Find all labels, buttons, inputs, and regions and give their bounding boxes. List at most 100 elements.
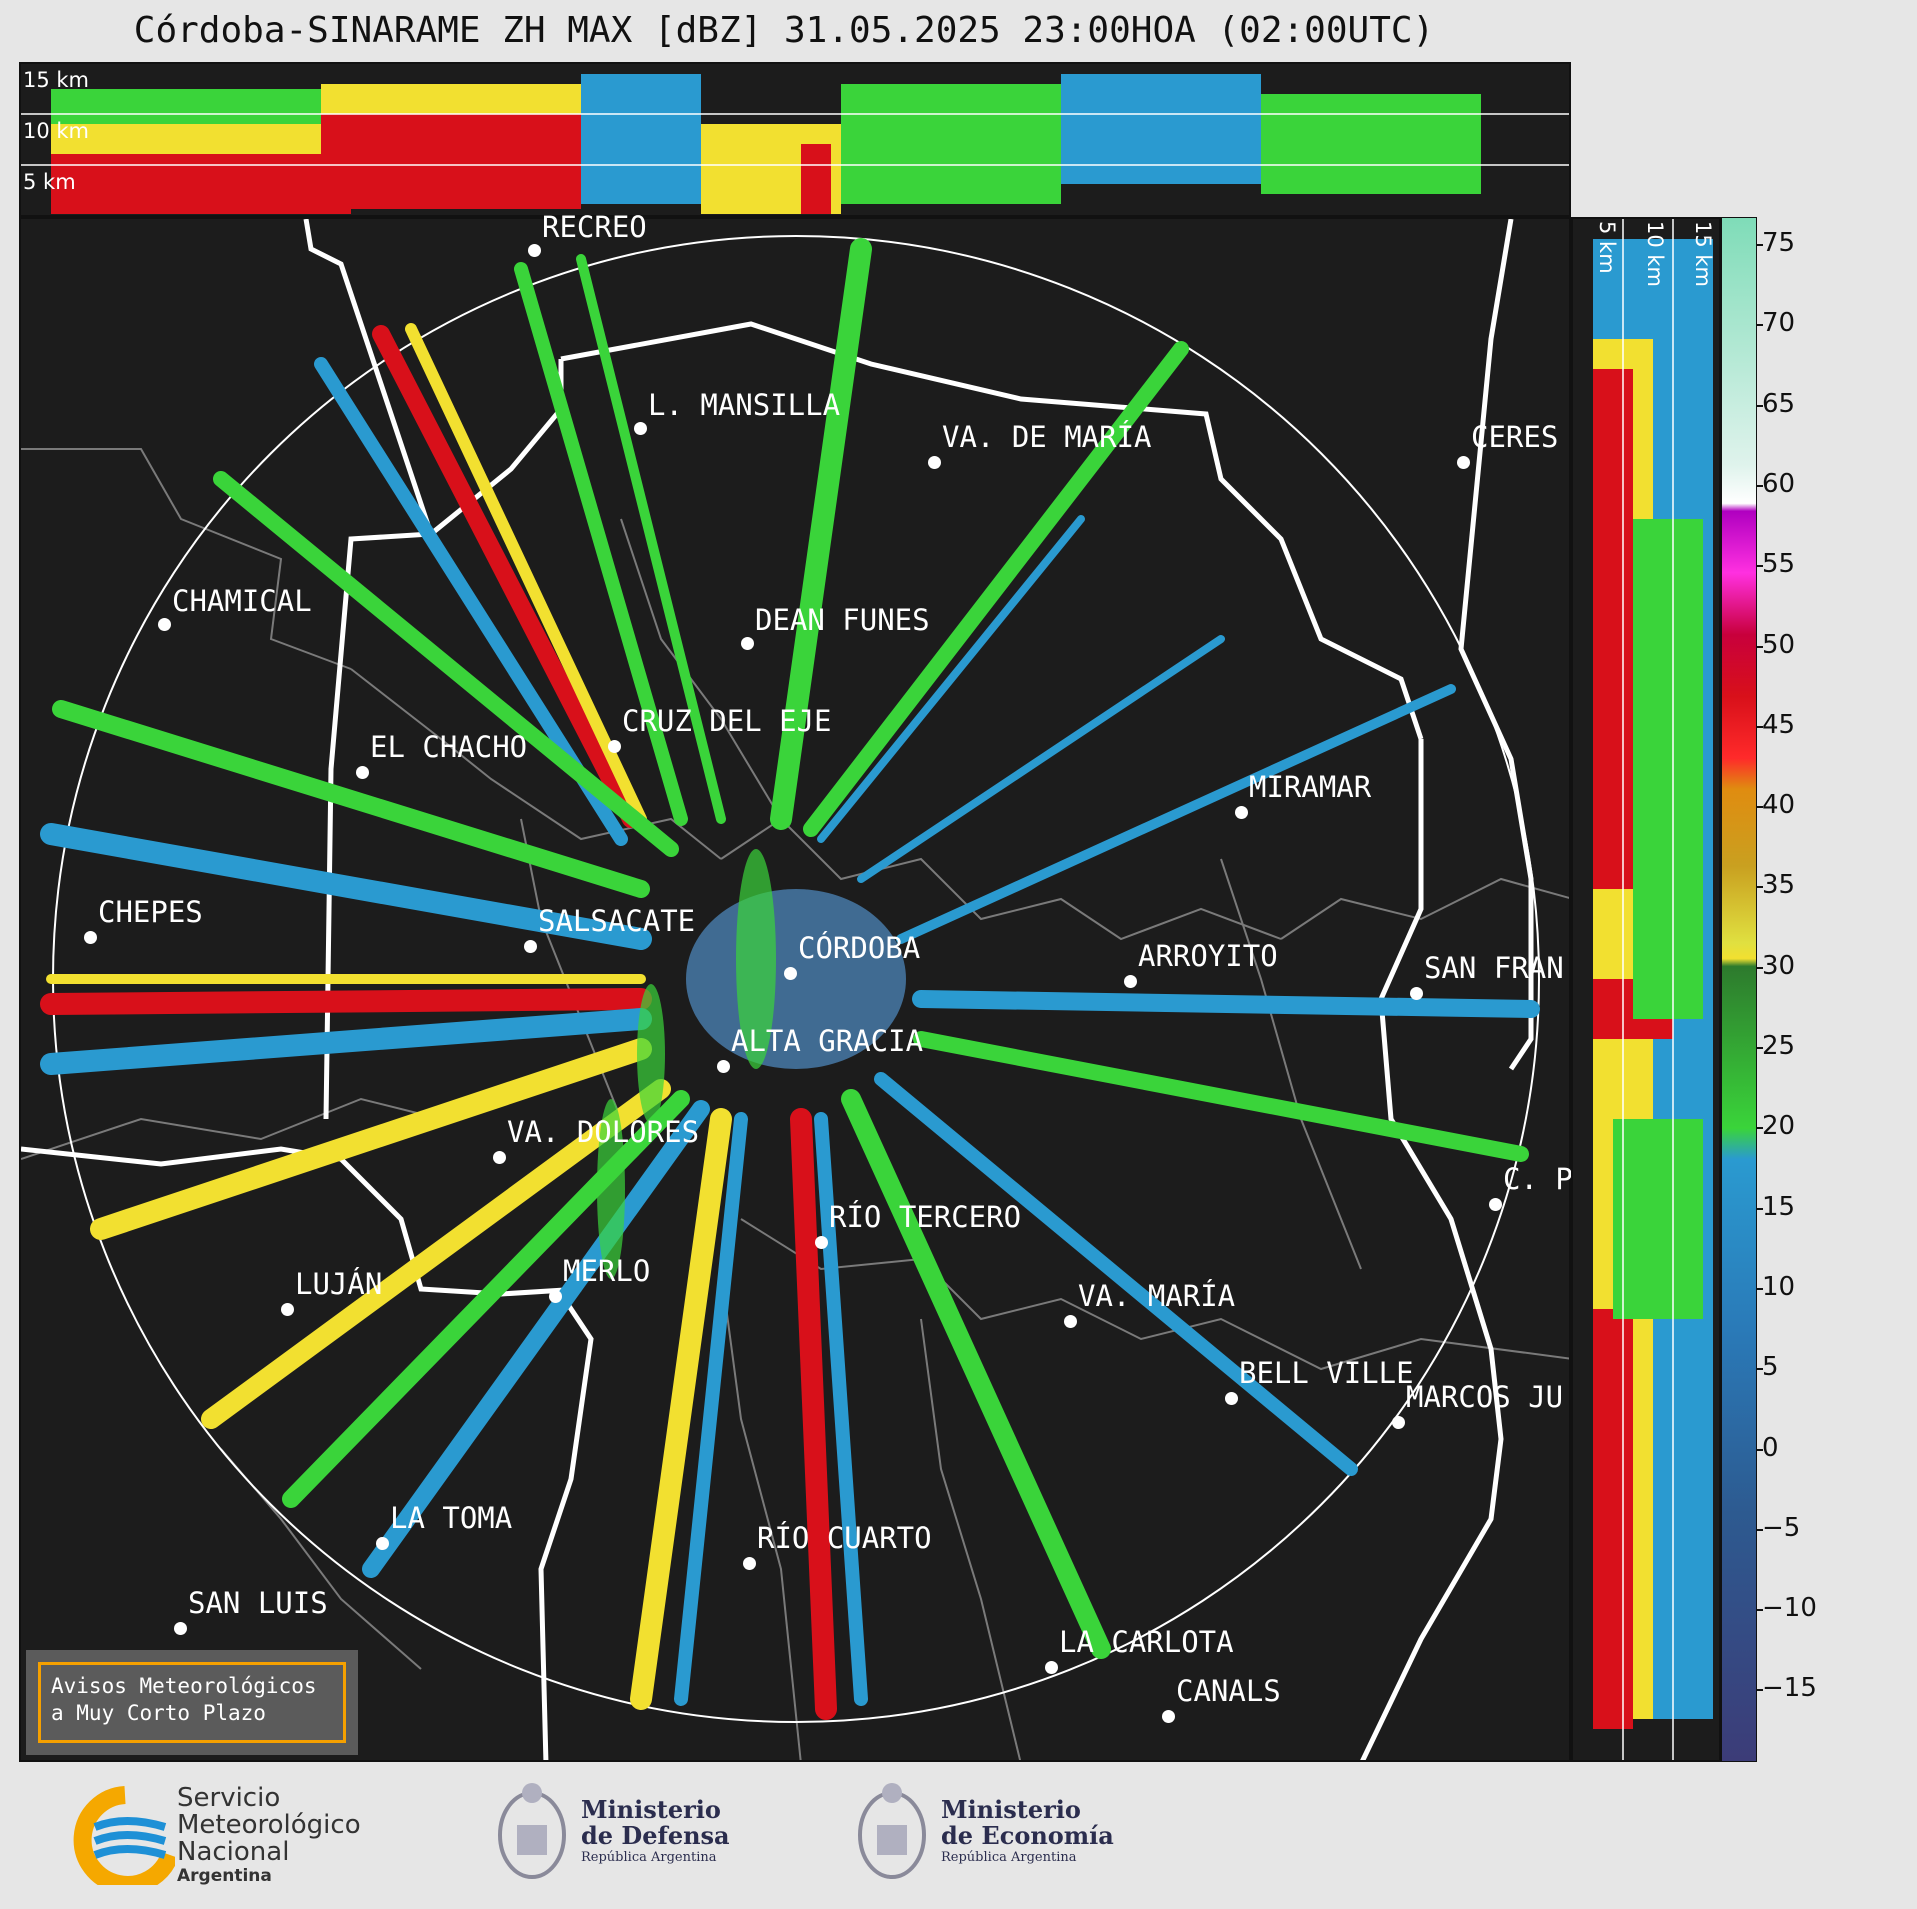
side-height-profile: 5 km 10 km 15 km [1571, 217, 1721, 1762]
chart-title: Córdoba-SINARAME ZH MAX [dBZ] 31.05.2025… [133, 10, 1435, 51]
city-label: ALTA GRACIA [731, 1024, 924, 1058]
city-label: LA TOMA [390, 1501, 513, 1535]
city-marker [493, 1151, 506, 1164]
city-marker [356, 766, 369, 779]
colorbar-tick-mark [1757, 886, 1763, 889]
shield-icon [498, 1783, 566, 1879]
avisos-line-1: Avisos Meteorológicos [51, 1674, 317, 1698]
economia-line-2: de Economía [941, 1821, 1114, 1850]
city-label: CHEPES [98, 895, 203, 929]
city-marker [1162, 1710, 1175, 1723]
city-marker [1489, 1198, 1502, 1211]
city-marker [1124, 975, 1137, 988]
city-label: ARROYITO [1138, 939, 1278, 973]
colorbar-tick-label: 35 [1762, 870, 1796, 901]
city-label: L. MANSILLA [648, 388, 841, 422]
colorbar-tick-label: 15 [1762, 1191, 1796, 1222]
economia-logo: Ministerio de Economía República Argenti… [855, 1775, 1135, 1895]
city-label: MIRAMAR [1249, 770, 1372, 804]
smn-line-3: Nacional [177, 1837, 290, 1867]
colorbar-tick-label: 45 [1762, 709, 1796, 740]
colorbar-tick-mark [1757, 565, 1763, 568]
city-marker [281, 1303, 294, 1316]
city-marker [1225, 1392, 1238, 1405]
city-marker [84, 931, 97, 944]
colorbar-tick-label: 75 [1762, 228, 1796, 258]
colorbar-tick-mark [1757, 1528, 1763, 1531]
city-marker [1392, 1416, 1405, 1429]
avisos-box: Avisos Meteorológicos a Muy Corto Plazo [26, 1650, 358, 1755]
colorbar-tick-label: 55 [1762, 549, 1796, 580]
defensa-logo: Ministerio de Defensa República Argentin… [495, 1775, 775, 1895]
city-marker [928, 456, 941, 469]
colorbar-tick-mark [1757, 806, 1763, 809]
city-marker [549, 1290, 562, 1303]
city-label: VA. DE MARÍA [942, 420, 1152, 454]
city-marker [524, 940, 537, 953]
city-marker [376, 1537, 389, 1550]
city-label: DEAN FUNES [755, 603, 930, 637]
city-label: CHAMICAL [172, 584, 312, 618]
smn-line-4: Argentina [177, 1866, 272, 1886]
colorbar-tick-label: −15 [1762, 1673, 1817, 1704]
colorbar-tick-mark [1757, 1368, 1763, 1371]
colorbar-tick-label: 30 [1762, 950, 1796, 981]
side-alt-label-15: 15 km [1691, 221, 1715, 288]
top-profile-graphic [21, 74, 1569, 214]
city-label: CANALS [1176, 1674, 1281, 1708]
radar-map[interactable] [19, 217, 1571, 1762]
side-alt-label-5: 5 km [1595, 221, 1619, 274]
colorbar-tick-label: 5 [1762, 1352, 1779, 1383]
side-alt-label-10: 10 km [1643, 221, 1667, 288]
colorbar-tick-label: −5 [1762, 1512, 1801, 1543]
avisos-line-2: a Muy Corto Plazo [51, 1701, 266, 1725]
colorbar-tick-mark [1757, 1609, 1763, 1612]
colorbar-tick-label: 40 [1762, 790, 1796, 821]
city-label: VA. DOLORES [507, 1115, 700, 1149]
city-marker [174, 1622, 187, 1635]
smn-logo: Servicio Meteorológico Nacional Argentin… [55, 1785, 385, 1886]
city-label: MERLO [563, 1254, 651, 1288]
colorbar-tick-label: −10 [1762, 1593, 1817, 1624]
colorbar-tick-mark [1757, 1689, 1763, 1692]
economia-line-3: República Argentina [941, 1850, 1077, 1865]
city-marker [743, 1557, 756, 1570]
city-marker [1410, 987, 1423, 1000]
colorbar-tick-mark [1757, 1287, 1763, 1290]
city-label: RÍO TERCERO [829, 1200, 1022, 1234]
city-label: CÓRDOBA [798, 931, 921, 965]
city-label: BELL VILLE [1239, 1356, 1414, 1390]
colorbar-tick-mark [1757, 244, 1763, 246]
shield-icon [858, 1783, 926, 1879]
city-label: EL CHACHO [370, 730, 528, 764]
radar-echoes [40, 238, 1540, 1720]
colorbar-tick-mark [1757, 966, 1763, 969]
top-alt-label-15: 15 km [23, 68, 90, 92]
city-label: RECREO [542, 210, 647, 244]
colorbar-tick-mark [1757, 645, 1763, 648]
city-marker [1457, 456, 1470, 469]
defensa-line-1: Ministerio [581, 1795, 721, 1824]
colorbar-tick-mark [1757, 1207, 1763, 1210]
radar-map-graphic [21, 219, 1569, 1760]
city-label: MARCOS JU [1406, 1380, 1564, 1414]
defensa-line-3: República Argentina [581, 1850, 717, 1865]
dbz-colorbar [1721, 217, 1757, 1762]
top-alt-label-5: 5 km [23, 170, 76, 194]
city-marker [634, 422, 647, 435]
defensa-line-2: de Defensa [581, 1821, 730, 1850]
city-label: CRUZ DEL EJE [622, 704, 832, 738]
city-marker [608, 740, 621, 753]
city-label: RÍO CUARTO [757, 1521, 932, 1555]
side-profile-graphic [1593, 219, 1713, 1760]
smn-logo-icon [73, 1786, 175, 1885]
city-marker [717, 1060, 730, 1073]
city-marker [1045, 1661, 1058, 1674]
colorbar-tick-mark [1757, 1127, 1763, 1130]
city-label: LUJÁN [295, 1267, 383, 1301]
city-label: SAN LUIS [188, 1586, 328, 1620]
city-marker [1235, 806, 1248, 819]
colorbar-tick-label: 70 [1762, 308, 1796, 339]
city-marker [741, 637, 754, 650]
city-marker [158, 618, 171, 631]
